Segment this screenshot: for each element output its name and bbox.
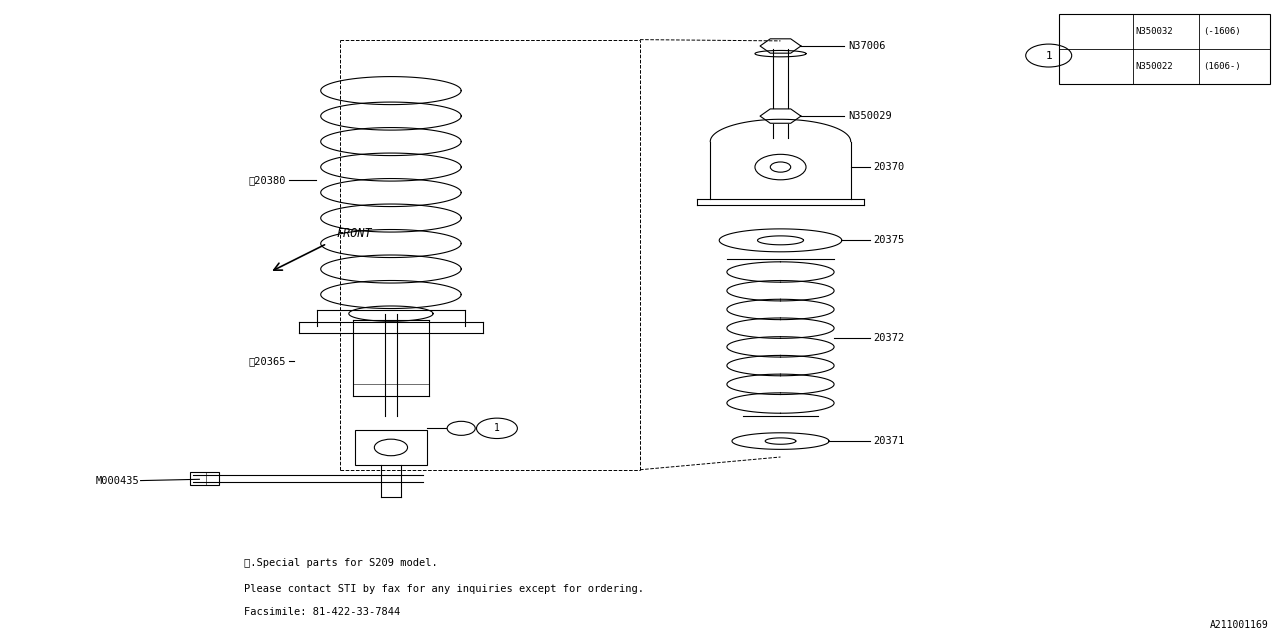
Text: Please contact STI by fax for any inquiries except for ordering.: Please contact STI by fax for any inquir…: [244, 584, 644, 594]
Text: M000435: M000435: [96, 476, 140, 486]
Text: 20372: 20372: [874, 333, 905, 342]
Text: A211001169: A211001169: [1210, 620, 1268, 630]
Text: (1606-): (1606-): [1203, 62, 1240, 71]
Text: FRONT: FRONT: [337, 227, 371, 241]
Bar: [1059, 14, 1270, 84]
Text: 20371: 20371: [874, 436, 905, 446]
Text: Facsimile: 81-422-33-7844: Facsimile: 81-422-33-7844: [244, 607, 401, 617]
Text: 1: 1: [1046, 51, 1052, 61]
Text: N350022: N350022: [1135, 62, 1174, 71]
Text: ※20380: ※20380: [248, 175, 287, 185]
Text: 1: 1: [494, 423, 500, 433]
Text: ※20365: ※20365: [248, 356, 287, 367]
Text: 20370: 20370: [874, 162, 905, 172]
Text: N350029: N350029: [849, 111, 892, 121]
Text: N37006: N37006: [849, 41, 886, 51]
Text: ※.Special parts for S209 model.: ※.Special parts for S209 model.: [244, 559, 438, 568]
Text: N350032: N350032: [1135, 27, 1174, 36]
Bar: [355, 429, 426, 465]
Text: 20375: 20375: [874, 236, 905, 245]
Bar: [191, 472, 219, 485]
Text: (-1606): (-1606): [1203, 27, 1240, 36]
